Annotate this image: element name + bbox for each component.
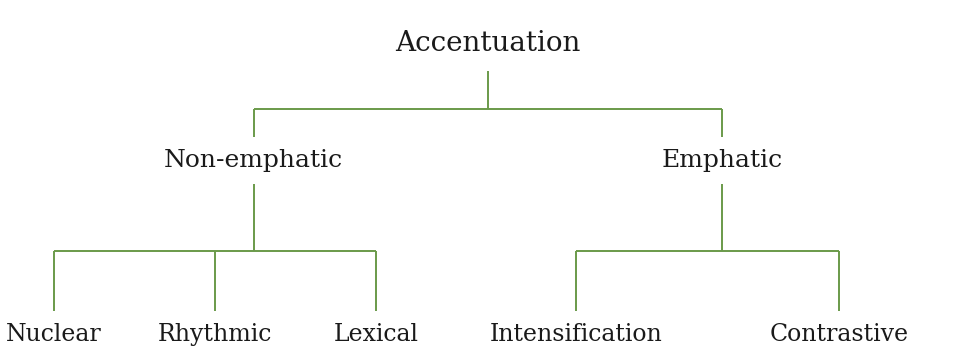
Text: Accentuation: Accentuation <box>395 30 581 57</box>
Text: Nuclear: Nuclear <box>6 323 102 347</box>
Text: Contrastive: Contrastive <box>770 323 909 347</box>
Text: Rhythmic: Rhythmic <box>157 323 272 347</box>
Text: Lexical: Lexical <box>333 323 419 347</box>
Text: Intensification: Intensification <box>490 323 662 347</box>
Text: Emphatic: Emphatic <box>662 149 783 172</box>
Text: Non-emphatic: Non-emphatic <box>164 149 344 172</box>
